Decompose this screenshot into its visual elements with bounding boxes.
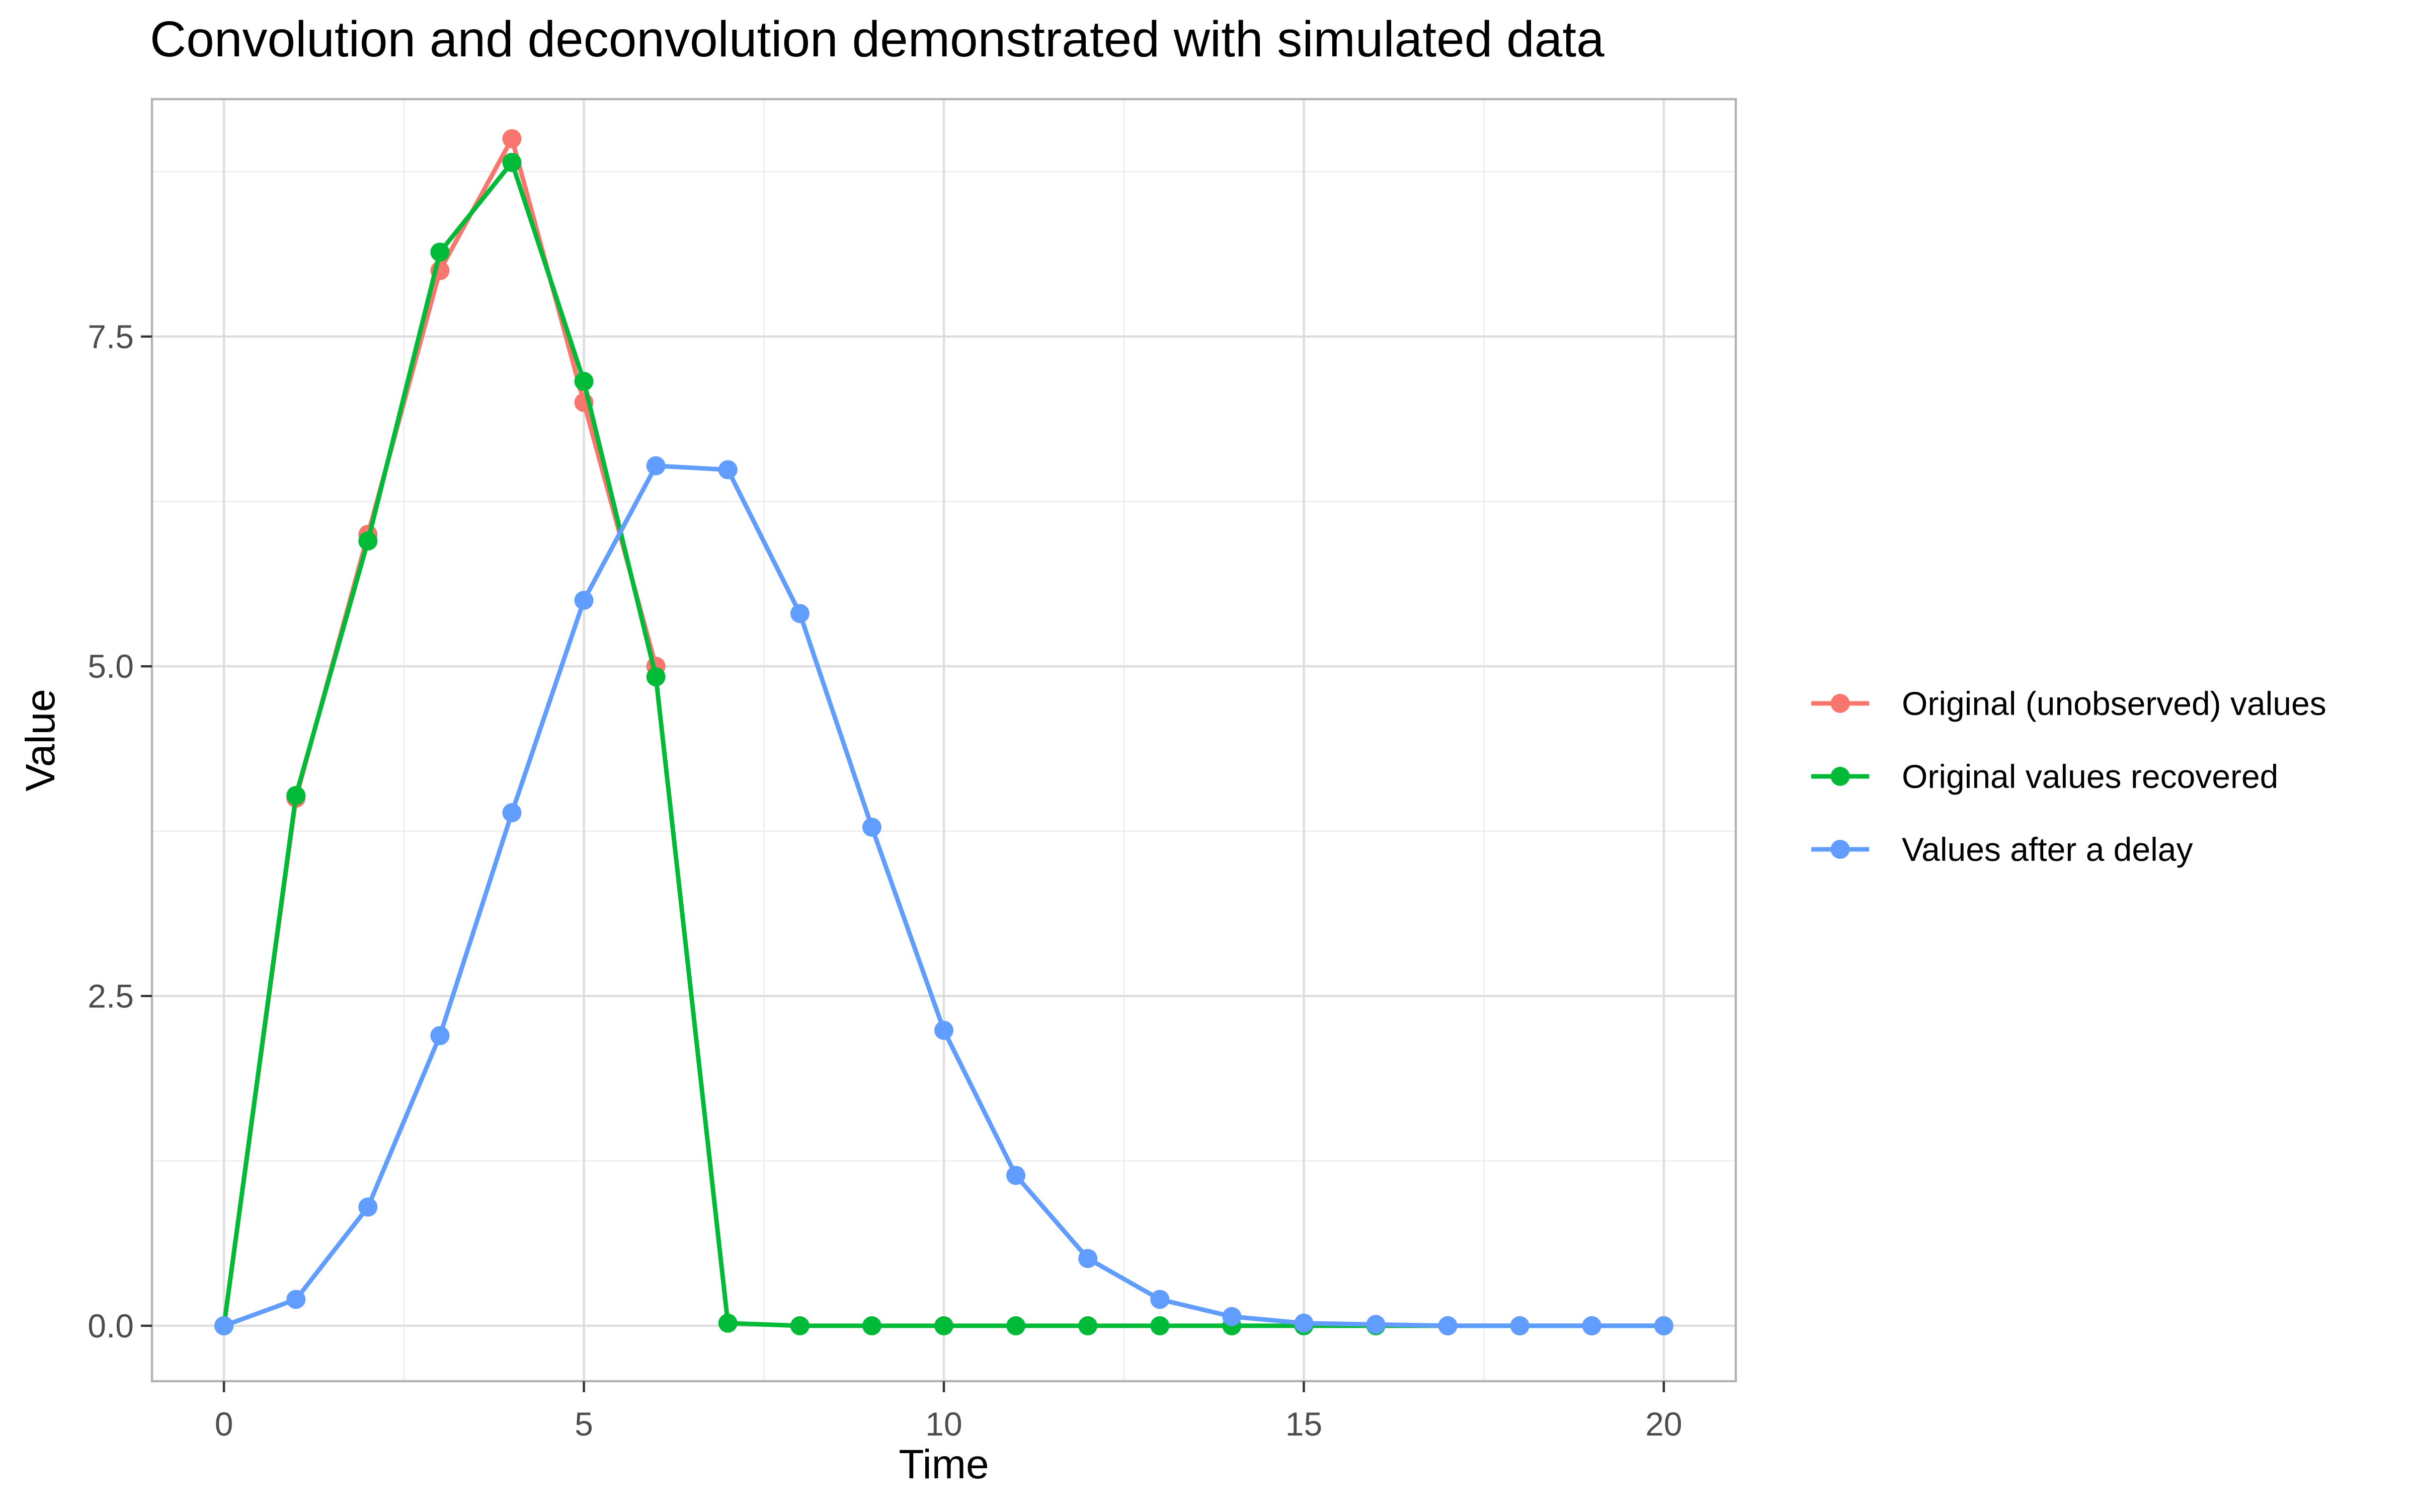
x-tick-label: 10 xyxy=(925,1405,962,1443)
y-tick-label: 5.0 xyxy=(88,648,134,685)
data-point xyxy=(1654,1316,1673,1335)
y-tick-label: 7.5 xyxy=(88,318,134,355)
data-point xyxy=(1582,1316,1601,1335)
data-point xyxy=(1006,1166,1026,1185)
data-point xyxy=(790,604,810,623)
y-tick-label: 2.5 xyxy=(88,978,134,1015)
legend-label: Original values recovered xyxy=(1902,758,2278,795)
data-point xyxy=(862,1316,881,1335)
data-point xyxy=(286,786,306,806)
series-2 xyxy=(214,456,1673,1335)
data-point xyxy=(358,531,378,551)
data-point xyxy=(1078,1249,1098,1268)
x-tick-label: 0 xyxy=(215,1405,233,1443)
data-point xyxy=(502,803,522,823)
x-axis-title: Time xyxy=(899,1442,989,1487)
legend-label: Values after a delay xyxy=(1902,831,2193,868)
y-axis: 0.0 2.5 5.0 7.5 xyxy=(88,318,152,1344)
x-tick-label: 20 xyxy=(1645,1405,1682,1443)
legend-item: Values after a delay xyxy=(1811,831,2193,868)
data-point xyxy=(790,1316,810,1335)
x-tick-label: 15 xyxy=(1285,1405,1322,1443)
data-point xyxy=(1366,1315,1386,1334)
data-point xyxy=(214,1316,234,1335)
data-point xyxy=(646,667,666,687)
data-point xyxy=(574,371,594,391)
data-point xyxy=(934,1020,953,1040)
y-tick-label: 0.0 xyxy=(88,1307,134,1344)
data-point xyxy=(1510,1316,1530,1335)
data-point xyxy=(430,243,450,262)
data-point xyxy=(1294,1313,1314,1333)
data-point xyxy=(646,456,666,475)
data-point xyxy=(574,591,594,610)
data-point xyxy=(1150,1316,1170,1335)
y-axis-title: Value xyxy=(18,689,63,791)
legend: Original (unobserved) values Original val… xyxy=(1811,685,2326,868)
legend-item: Original values recovered xyxy=(1811,758,2278,795)
legend-key-point xyxy=(1830,767,1850,786)
data-point xyxy=(1222,1307,1242,1326)
data-point xyxy=(286,1290,306,1309)
series-layer xyxy=(214,129,1673,1335)
data-point xyxy=(430,1026,450,1046)
data-point xyxy=(1438,1316,1458,1335)
legend-item: Original (unobserved) values xyxy=(1811,685,2326,722)
data-point xyxy=(502,129,522,148)
data-point xyxy=(1150,1290,1170,1309)
legend-key-point xyxy=(1830,694,1850,713)
data-point xyxy=(718,460,738,480)
data-point xyxy=(1078,1316,1098,1335)
data-point xyxy=(934,1316,953,1335)
data-point xyxy=(1006,1316,1026,1335)
x-tick-label: 5 xyxy=(575,1405,593,1443)
x-axis: 0 5 10 15 20 xyxy=(215,1381,1682,1443)
data-point xyxy=(862,818,881,837)
chart-title: Convolution and deconvolution demonstrat… xyxy=(150,11,1604,67)
data-point xyxy=(502,152,522,172)
data-point xyxy=(358,1197,378,1217)
legend-key-point xyxy=(1830,840,1850,859)
legend-label: Original (unobserved) values xyxy=(1902,685,2326,722)
data-point xyxy=(718,1313,738,1333)
